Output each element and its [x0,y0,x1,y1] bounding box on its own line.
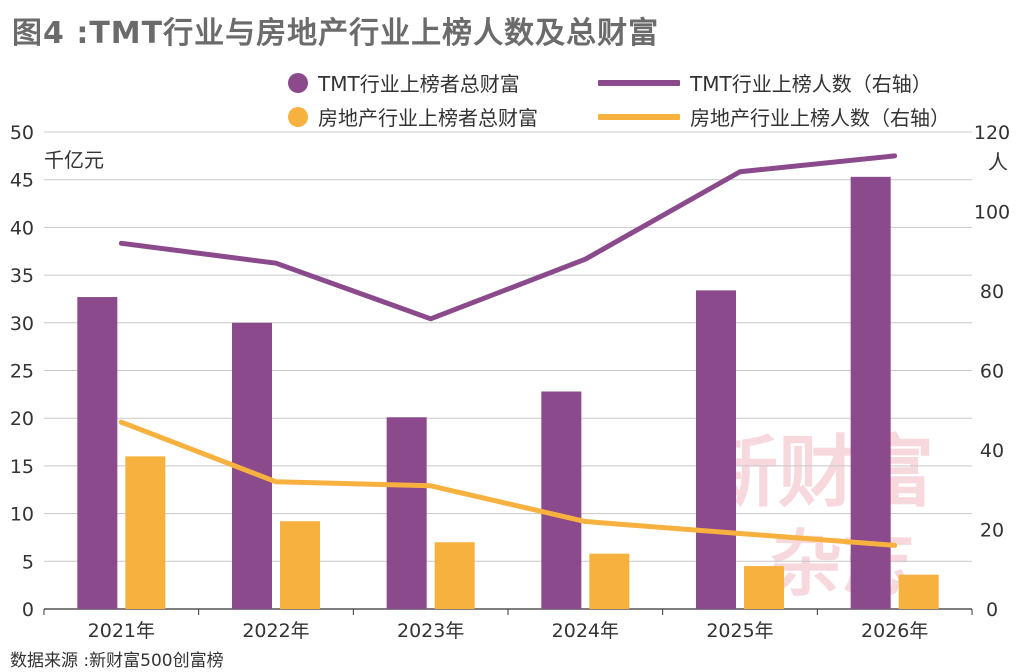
left-axis-tick-label: 20 [10,408,34,430]
right-axis-tick-label: 0 [986,599,998,621]
left-axis-tick-label: 40 [10,217,34,239]
legend-tmt-wealth: TMT行业上榜者总财富 [288,68,520,97]
x-axis-tick-label: 2025年 [706,620,773,642]
legend-label: 房地产行业上榜人数（右轴） [690,106,950,130]
x-axis-tick-label: 2021年 [88,620,155,642]
legend-tmt-count: TMT行业上榜人数（右轴） [598,68,932,97]
left-axis-unit: 千亿元 [44,148,104,172]
bar-tmt-wealth [696,290,736,609]
right-axis-tick-label: 20 [980,520,1004,542]
legend-label: TMT行业上榜人数（右轴） [690,72,932,96]
bar-realestate-wealth [898,574,939,609]
left-axis-tick-label: 5 [22,551,34,573]
left-axis-tick-label: 10 [10,504,34,526]
left-axis-tick-label: 30 [10,313,34,335]
bar-realestate-wealth [280,521,320,609]
x-axis-tick-label: 2024年 [552,620,619,642]
bar-tmt-wealth [541,391,582,609]
chart-title: 图4 :TMT行业与房地产行业上榜人数及总财富 [12,16,660,51]
bar-realestate-wealth [125,456,166,609]
x-axis-tick-label: 2023年 [397,620,464,642]
left-axis-tick-label: 15 [10,456,34,478]
legend-realestate-wealth: 房地产行业上榜者总财富 [288,102,538,131]
left-axis-tick-label: 50 [10,122,34,144]
right-axis-tick-label: 80 [980,281,1004,303]
bar-tmt-wealth [850,176,891,609]
legend-swatch-tmt-bar [288,72,308,93]
line-realestate-count [118,419,898,548]
legend-label: 房地产行业上榜者总财富 [318,106,538,130]
x-axis-tick-label: 2026年 [861,620,928,642]
bar-realestate-wealth [589,553,630,609]
right-axis-tick-label: 120 [974,122,1010,144]
bar-realestate-wealth [434,542,475,609]
right-axis-tick-label: 40 [980,440,1004,462]
legend-swatch-realestate-line [598,113,680,120]
right-axis-tick-label: 60 [980,361,1004,383]
bar-realestate-wealth [744,566,784,609]
right-axis-unit: 人 [988,150,1008,174]
x-axis-tick-label: 2022年 [242,620,309,642]
legend-swatch-realestate-bar [288,106,308,127]
right-axis-tick-label: 100 [974,202,1010,224]
left-axis-tick-label: 45 [10,170,34,192]
data-source: 数据来源 :新财富500创富榜 [10,651,224,671]
legend-label: TMT行业上榜者总财富 [318,72,520,96]
left-axis-tick-label: 25 [10,361,34,383]
bar-tmt-wealth [77,297,118,609]
left-axis-tick-label: 0 [22,599,34,621]
left-axis-tick-label: 35 [10,265,34,287]
watermark-line1: 新财富 [700,427,935,518]
legend-swatch-tmt-line [598,79,680,86]
legend-realestate-count: 房地产行业上榜人数（右轴） [598,102,950,131]
line-tmt-count [118,153,898,322]
bar-tmt-wealth [386,417,427,609]
